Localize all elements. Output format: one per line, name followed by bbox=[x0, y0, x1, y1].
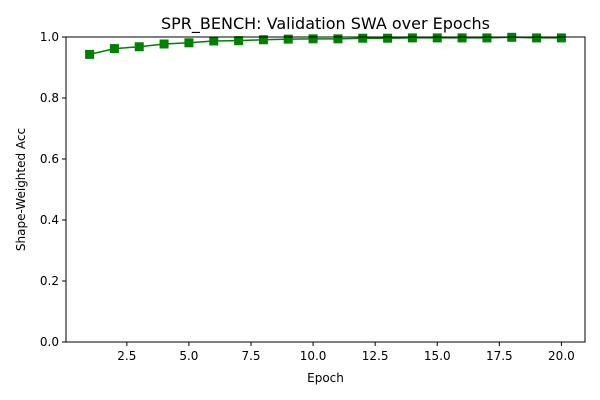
data-point-marker bbox=[532, 33, 542, 43]
data-point-marker bbox=[283, 34, 293, 44]
data-point-marker bbox=[184, 38, 194, 48]
data-point-marker bbox=[134, 42, 144, 52]
x-tick-label: 10.0 bbox=[300, 349, 327, 363]
plot-frame bbox=[65, 36, 586, 343]
y-tick-label: 0.2 bbox=[40, 274, 59, 288]
x-tick-label: 12.5 bbox=[362, 349, 389, 363]
y-tick-label: 0.0 bbox=[40, 335, 59, 349]
x-tick-label: 15.0 bbox=[424, 349, 451, 363]
y-tick-label: 0.4 bbox=[40, 213, 59, 227]
data-point-marker bbox=[556, 33, 566, 43]
data-point-marker bbox=[109, 44, 119, 54]
data-point-marker bbox=[85, 49, 95, 59]
chart-title: SPR_BENCH: Validation SWA over Epochs bbox=[161, 14, 490, 34]
data-point-marker bbox=[234, 36, 244, 46]
x-tick-label: 7.5 bbox=[241, 349, 260, 363]
x-tick-label: 17.5 bbox=[486, 349, 513, 363]
x-tick-label: 5.0 bbox=[179, 349, 198, 363]
x-tick-label: 2.5 bbox=[117, 349, 136, 363]
data-point-marker bbox=[457, 33, 467, 43]
data-point-marker bbox=[159, 39, 169, 49]
y-tick-label: 0.8 bbox=[40, 91, 59, 105]
x-tick-label: 20.0 bbox=[548, 349, 575, 363]
y-axis-label: Shape-Weighted Acc bbox=[14, 128, 28, 251]
data-point-marker bbox=[308, 34, 318, 44]
data-point-marker bbox=[432, 33, 442, 43]
data-point-marker bbox=[333, 34, 343, 44]
data-point-marker bbox=[258, 35, 268, 45]
data-point-marker bbox=[482, 33, 492, 43]
data-point-marker bbox=[209, 36, 219, 46]
data-point-marker bbox=[383, 33, 393, 43]
x-axis-label: Epoch bbox=[307, 371, 344, 385]
data-point-marker bbox=[407, 33, 417, 43]
y-tick-label: 0.6 bbox=[40, 152, 59, 166]
y-tick-label: 1.0 bbox=[40, 30, 59, 44]
data-point-marker bbox=[358, 33, 368, 43]
